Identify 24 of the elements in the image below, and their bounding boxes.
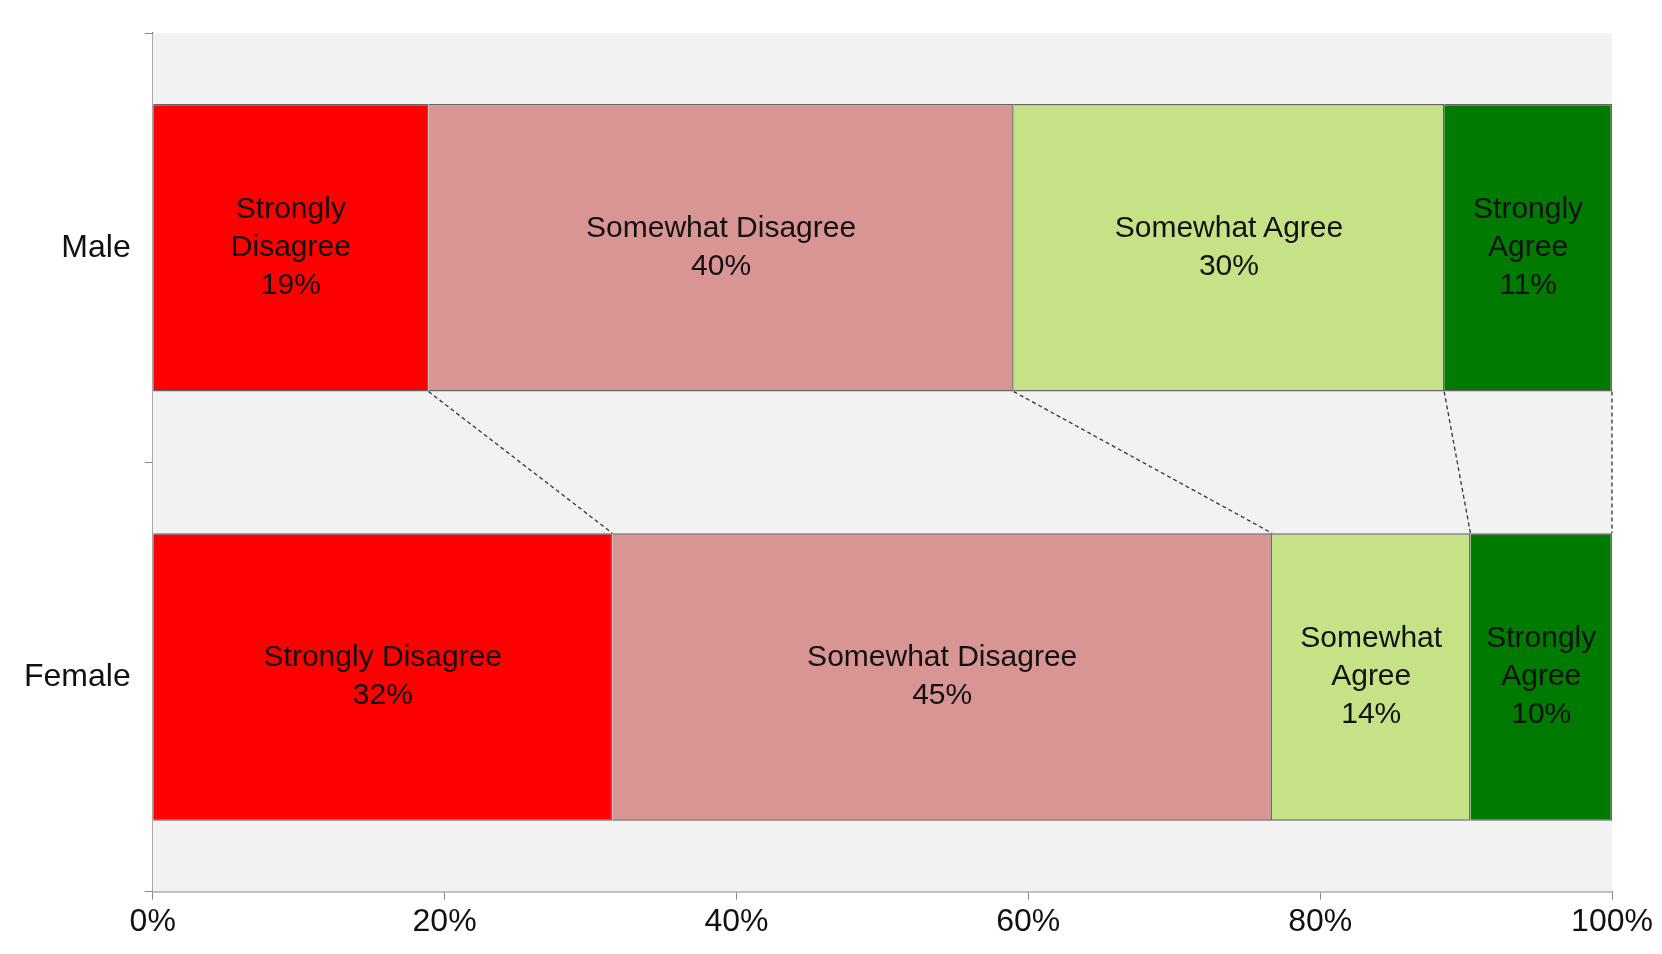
data-label: 45% bbox=[912, 677, 973, 711]
data-label: 11% bbox=[1499, 267, 1557, 301]
x-tick-label: 60% bbox=[996, 901, 1061, 938]
data-label: 32% bbox=[352, 677, 413, 711]
y-tick-label: Male bbox=[61, 227, 131, 264]
series-label: Somewhat Agree bbox=[1300, 620, 1443, 692]
series-label: Strongly Agree bbox=[1486, 620, 1597, 692]
text: Strongly Agree bbox=[1473, 191, 1584, 263]
x-tick-label: 80% bbox=[1288, 901, 1353, 938]
text: Somewhat Agree bbox=[1114, 210, 1344, 244]
series-label: Somewhat Disagree bbox=[807, 639, 1078, 673]
y-tick-label: Female bbox=[24, 656, 131, 693]
data-label: 30% bbox=[1198, 248, 1259, 282]
data-label: 19% bbox=[260, 267, 321, 301]
data-label: 14% bbox=[1341, 696, 1402, 730]
x-tick-label: 100% bbox=[1571, 901, 1653, 938]
x-tick-label: 20% bbox=[412, 901, 477, 938]
series-label: Strongly Disagree bbox=[230, 191, 351, 263]
data-label: 40% bbox=[691, 248, 752, 282]
text: Somewhat Disagree bbox=[586, 210, 857, 244]
data-label: 10% bbox=[1511, 696, 1572, 730]
x-tick-label: 0% bbox=[129, 901, 176, 938]
text: Strongly Disagree bbox=[263, 639, 503, 673]
x-tick-label: 40% bbox=[704, 901, 769, 938]
